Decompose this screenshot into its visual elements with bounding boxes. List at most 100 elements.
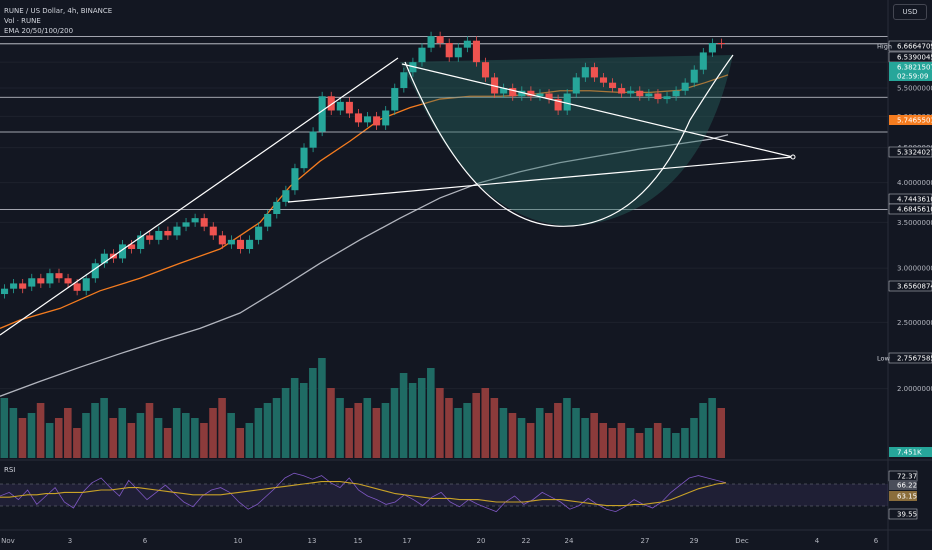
volume-bar (408, 383, 417, 458)
horizontal-levels (0, 36, 888, 210)
volume-bar (0, 398, 9, 458)
candle-body (309, 131, 317, 148)
cup-pattern-outline[interactable] (404, 54, 734, 227)
time-tick-label: 17 (403, 537, 412, 545)
ema-line (0, 134, 729, 397)
volume-bar (345, 408, 353, 458)
volume-indicator-label[interactable]: Vol · RUNE (4, 17, 41, 25)
candle-body (91, 263, 99, 279)
candle-body (10, 283, 18, 289)
volume-bar (563, 398, 571, 458)
candle-body (609, 82, 617, 89)
volume-bar (372, 408, 381, 458)
price-label-value: 6.66647095 (897, 43, 932, 51)
candle-body (1, 288, 9, 295)
volume-bar (109, 418, 117, 458)
volume-bar (172, 408, 181, 458)
volume-bar (599, 423, 608, 458)
currency-button[interactable]: USD (893, 4, 927, 20)
candle-body (536, 93, 544, 97)
triangle-apex-handle[interactable] (790, 154, 796, 160)
candle-body (445, 43, 453, 58)
candle-body (173, 226, 181, 236)
rsi-tick-label: 72.37 (897, 473, 917, 481)
volume-bar (436, 388, 444, 458)
price-label-value: 4.74436109 (897, 196, 932, 204)
rsi-indicator-label[interactable]: RSI (4, 466, 16, 474)
time-tick-label: 3 (68, 537, 72, 545)
volume-bar (191, 418, 199, 458)
candle-body (454, 47, 462, 58)
volume-bar (218, 398, 226, 458)
volume-bar (363, 398, 372, 458)
candle-body (318, 96, 326, 132)
candle-body (563, 93, 571, 111)
candle-body (327, 96, 335, 111)
rsi-line (0, 481, 727, 507)
volume-bar (272, 398, 281, 458)
rsi-label-bg (889, 491, 917, 501)
volume-bar (254, 408, 263, 458)
ascending-support-trendline[interactable] (287, 156, 794, 203)
candle-body (481, 62, 490, 78)
volume-bar (535, 408, 544, 458)
rsi-tick-label: 39.55 (897, 511, 917, 519)
symbol-title[interactable]: RUNE / US Dollar, 4h, BINANCE (4, 7, 113, 15)
cup-pattern-fill[interactable] (400, 55, 733, 227)
candle-body (418, 47, 426, 63)
volume-bar (572, 408, 580, 458)
candle-body (73, 283, 81, 291)
rsi-lines (0, 472, 727, 513)
candle-body (400, 72, 408, 89)
candle-body (373, 116, 381, 126)
volume-bar (672, 433, 680, 458)
candle-body (690, 69, 698, 83)
candle-body (218, 235, 226, 245)
volume-bar (454, 408, 462, 458)
time-axis[interactable]: Nov 3 6 10 13 15 17 20 22 24 27 29 Dec 4 6 (0, 529, 932, 545)
price-label-bg (889, 115, 932, 125)
volume-bar (662, 428, 671, 458)
candle-body (364, 116, 372, 123)
volume-bar (508, 413, 517, 458)
rsi-tick-label: 63.15 (897, 493, 917, 501)
candle-body (663, 96, 671, 100)
price-label-tag: High (877, 43, 892, 51)
time-tick-label: 15 (354, 537, 363, 545)
volume-bar (263, 403, 272, 458)
rising-trendline[interactable] (0, 57, 399, 336)
volume-bar (309, 368, 317, 458)
descending-trendline[interactable] (401, 63, 794, 158)
candle-body (545, 93, 553, 100)
candle-body (100, 253, 108, 264)
price-tick-label: 5.50000000 (897, 85, 932, 93)
candle-body (64, 278, 72, 284)
candle-body (590, 67, 598, 78)
volume-bar (554, 403, 562, 458)
ema-indicator-label[interactable]: EMA 20/50/100/200 (4, 27, 74, 35)
candle-body (699, 52, 707, 70)
volume-bar (499, 408, 508, 458)
volume-bar (136, 413, 145, 458)
volume-bar (245, 423, 254, 458)
volume-bar (91, 403, 99, 458)
volume-bar (145, 403, 154, 458)
price-label-bg (888, 40, 932, 52)
candle-body (409, 62, 417, 73)
price-label-value: 7.451K (897, 449, 922, 457)
price-axis[interactable]: 6.000000005.500000005.000000004.50000000… (877, 0, 932, 550)
volume-bar (354, 403, 362, 458)
volume-bar (100, 398, 108, 458)
candle-body (527, 90, 535, 97)
price-label-value: 5.74655019 (897, 117, 932, 125)
candle-body (345, 101, 353, 114)
candle-body (300, 147, 308, 169)
volume-bar (427, 368, 435, 458)
volume-bar (617, 423, 626, 458)
candle-body (236, 239, 245, 250)
time-tick-label: Dec (735, 537, 749, 545)
volume-bar (545, 413, 553, 458)
volume-bar (64, 408, 72, 458)
